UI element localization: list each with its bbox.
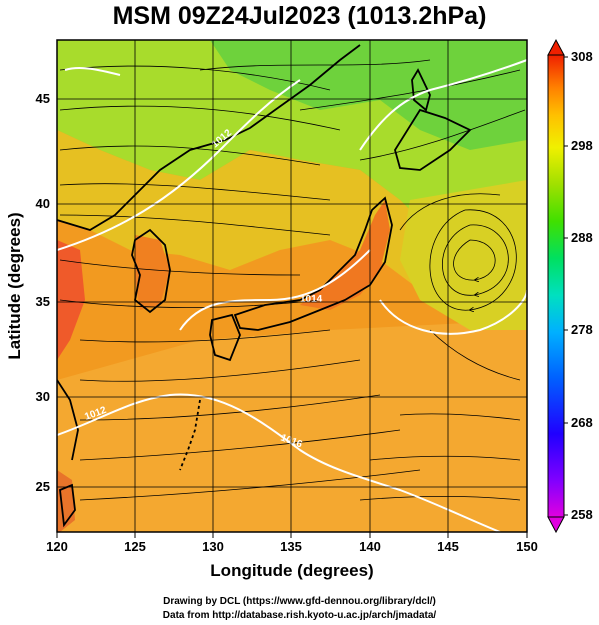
y-tick-label: 45 xyxy=(36,91,50,106)
colorbar-max-triangle xyxy=(547,38,565,56)
x-axis-label: Longitude (degrees) xyxy=(210,561,373,580)
graticule xyxy=(57,40,527,532)
coast-hokkaido xyxy=(394,108,472,171)
isobar-4 xyxy=(379,289,527,335)
coast-mainland xyxy=(57,44,361,231)
colorbar-label: 298 xyxy=(571,138,593,153)
map-plot-area: 1012 1016 1012 1014 xyxy=(57,40,527,532)
colorbar-label: 288 xyxy=(571,230,593,245)
y-tick-label: 30 xyxy=(36,389,50,404)
colorbar-label: 278 xyxy=(571,322,593,337)
isobars xyxy=(57,59,527,532)
coast-honshu xyxy=(233,196,393,331)
map-title: MSM 09Z24Jul2023 (1013.2hPa) xyxy=(112,2,487,30)
y-tick-label: 40 xyxy=(36,196,50,211)
x-tick-label: 120 xyxy=(46,539,68,554)
isobar-1 xyxy=(57,79,301,251)
temp-land-korea xyxy=(135,235,170,310)
colorbar-ticks xyxy=(564,56,568,516)
coast-kyushu xyxy=(209,313,241,362)
streamlines xyxy=(59,59,526,501)
x-tick-label: 130 xyxy=(202,539,224,554)
x-tick-label: 125 xyxy=(124,539,146,554)
colorbar-min-triangle xyxy=(547,516,565,534)
x-tick-labels: 120 125 130 135 140 145 150 xyxy=(46,539,538,554)
coast-korea xyxy=(131,228,171,314)
isobar-3 xyxy=(179,249,371,331)
colorbar-label: 258 xyxy=(571,507,593,522)
y-axis-label: Latitude (degrees) xyxy=(5,212,24,359)
temp-hot-west xyxy=(57,240,85,360)
colorbar-label: 308 xyxy=(571,49,593,64)
temp-mid-band xyxy=(57,130,527,330)
coast-china xyxy=(57,379,79,461)
x-tick-label: 135 xyxy=(280,539,302,554)
colorbar: 258 268 278 288 298 308 xyxy=(547,38,593,534)
x-tick-label: 150 xyxy=(516,539,538,554)
colorbar-bar xyxy=(547,54,565,518)
footer-credit-dcl: Drawing by DCL (https://www.gfd-dennou.o… xyxy=(163,596,436,607)
coast-ryukyu xyxy=(179,399,201,471)
temp-ocean-east xyxy=(400,180,527,330)
footer-credit-data: Data from http://database.rish.kyoto-u.a… xyxy=(162,610,437,621)
y-tick-label: 35 xyxy=(36,294,50,309)
plot-frame xyxy=(56,39,528,533)
colorbar-label: 268 xyxy=(571,415,593,430)
isobar-6 xyxy=(64,66,121,76)
y-tick-labels: 25 30 35 40 45 xyxy=(36,91,50,494)
isobar-2 xyxy=(57,393,501,532)
y-tick-label: 25 xyxy=(36,479,50,494)
colorbar-labels: 258 268 278 288 298 308 xyxy=(571,49,593,522)
isobar-5 xyxy=(359,59,527,151)
isobar-label-4: 1014 xyxy=(300,294,323,305)
temp-warm-south xyxy=(57,320,527,532)
x-tick-marks xyxy=(56,532,528,538)
x-tick-label: 145 xyxy=(437,539,459,554)
x-tick-label: 140 xyxy=(359,539,381,554)
temp-land-honshu xyxy=(300,200,390,310)
